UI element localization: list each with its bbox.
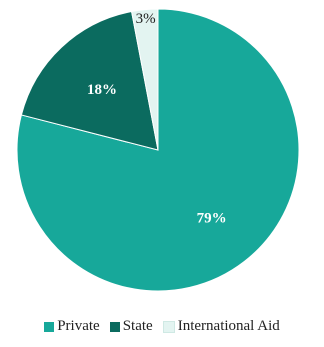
legend-item-international-aid: International Aid [162,318,280,335]
legend-label-private: Private [57,318,100,334]
pie-slice-state [20,10,159,151]
legend-swatch-private [44,321,55,332]
legend-label-international-aid: International Aid [177,318,280,334]
data-label-private: 79% [197,211,227,227]
data-label-state: 18% [87,82,117,98]
pie-slice-international-aid [130,8,159,151]
legend-swatch-international-aid [162,320,175,333]
legend-swatch-state [109,321,120,332]
pie-plot-area: 79% 18% 3% [16,8,300,292]
legend-item-private: Private [44,318,100,335]
legend: Private State International Aid [0,318,324,335]
legend-label-state: State [122,318,153,334]
data-label-international-aid: 3% [136,11,156,27]
legend-item-state: State [109,318,153,335]
